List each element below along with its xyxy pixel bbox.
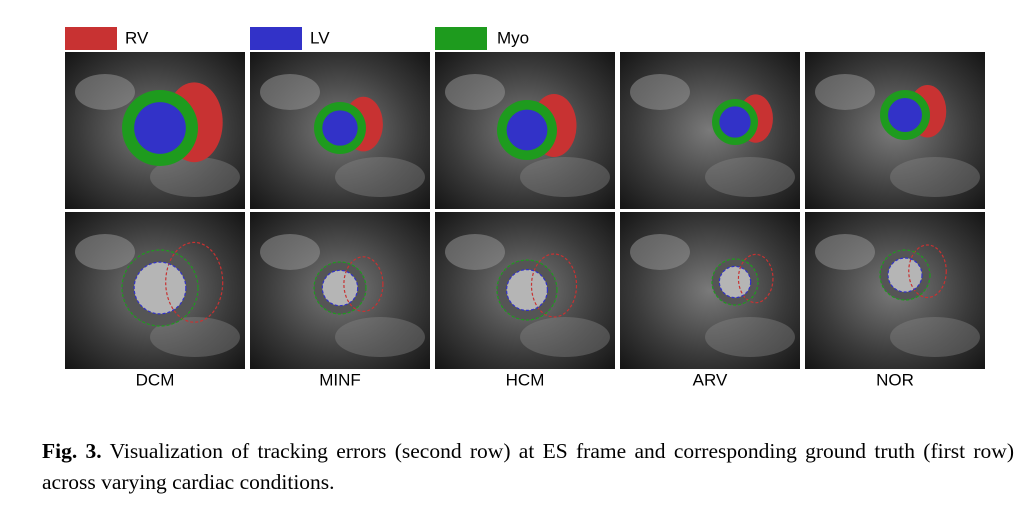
rv-outline [908, 244, 947, 299]
lv-outline [506, 269, 549, 312]
anatomy [335, 157, 425, 197]
rv-outline [343, 256, 384, 313]
figure: RV LV Myo DCM MINF HCM ARV NOR [65, 27, 985, 389]
legend-swatch [65, 27, 117, 50]
myo-outline [879, 249, 931, 301]
anatomy [445, 74, 505, 110]
anatomy [75, 234, 135, 270]
cavity [506, 269, 548, 311]
anatomy [890, 317, 980, 357]
column-label: MINF [319, 370, 361, 389]
cavity [719, 266, 751, 298]
anatomy [260, 234, 320, 270]
anatomy [815, 74, 875, 110]
anatomy [335, 317, 425, 357]
anatomy [260, 74, 320, 110]
legend-label: RV [125, 28, 149, 47]
lv-mask [506, 109, 548, 151]
rv-outline [530, 253, 578, 318]
anatomy [520, 317, 610, 357]
legend-swatch [435, 27, 487, 50]
cavity [888, 258, 922, 292]
anatomy [520, 157, 610, 197]
lv-mask [322, 110, 358, 146]
rv-outline [737, 253, 774, 304]
caption: Fig. 3. Visualization of tracking errors… [42, 436, 1014, 498]
cavity [322, 270, 358, 306]
anatomy [630, 74, 690, 110]
anatomy [75, 74, 135, 110]
lv-outline [133, 261, 187, 315]
legend-label: Myo [497, 28, 529, 47]
anatomy [705, 157, 795, 197]
myo-outline [121, 249, 199, 327]
legend-label: LV [310, 28, 330, 47]
anatomy [445, 234, 505, 270]
anatomy [815, 234, 875, 270]
myo-outline [496, 259, 558, 321]
caption-label: Fig. 3. [42, 439, 102, 463]
cavity [134, 262, 186, 314]
lv-mask [719, 106, 751, 138]
column-label: DCM [136, 370, 175, 389]
legend-swatch [250, 27, 302, 50]
anatomy [150, 317, 240, 357]
lv-mask [888, 98, 922, 132]
anatomy [890, 157, 980, 197]
lv-outline [718, 265, 752, 299]
lv-outline [321, 269, 359, 307]
anatomy [630, 234, 690, 270]
column-label: HCM [506, 370, 545, 389]
myo-outline [313, 261, 367, 315]
column-label: NOR [876, 370, 914, 389]
myo-outline [711, 258, 759, 306]
lv-mask [134, 102, 186, 154]
anatomy [705, 317, 795, 357]
lv-outline [887, 257, 923, 293]
column-label: ARV [693, 370, 728, 389]
caption-text: Visualization of tracking errors (second… [42, 439, 1014, 494]
anatomy [150, 157, 240, 197]
rv-outline [165, 241, 224, 323]
